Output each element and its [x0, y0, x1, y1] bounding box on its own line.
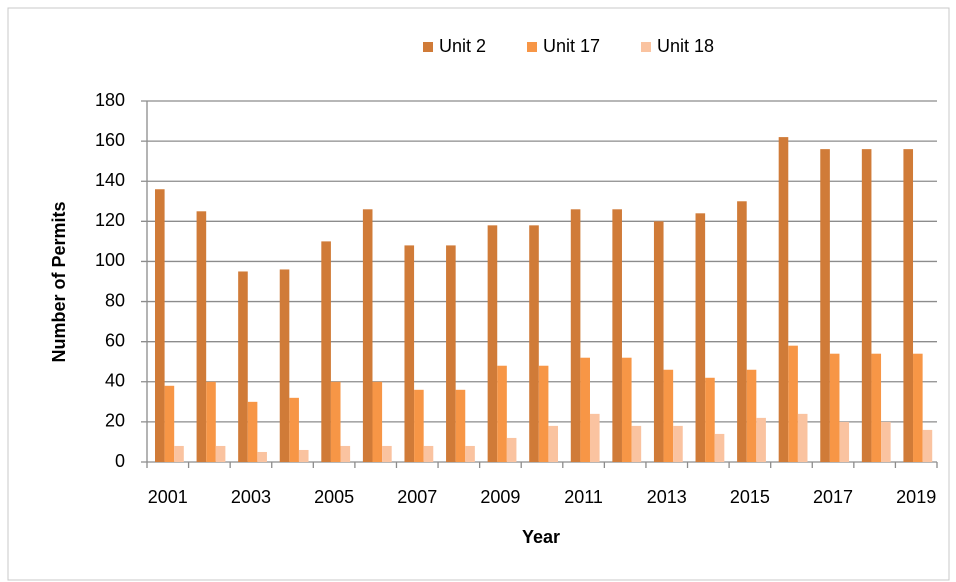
bar: [737, 201, 747, 462]
x-tick-label: 2001: [148, 487, 188, 507]
y-tick-label: 160: [95, 130, 125, 150]
x-tick-label: 2009: [480, 487, 520, 507]
bar: [215, 445, 226, 462]
legend-swatch: [641, 42, 651, 52]
x-tick-label: 2019: [896, 487, 936, 507]
bar: [548, 425, 559, 462]
bar: [746, 369, 757, 462]
bar: [497, 365, 507, 462]
y-tick-label: 120: [95, 210, 125, 230]
bar: [663, 369, 674, 462]
bar: [820, 149, 830, 462]
bar: [797, 413, 808, 462]
bar: [487, 225, 498, 462]
bar: [196, 211, 207, 462]
bar: [529, 225, 539, 462]
bar: [788, 345, 798, 462]
legend-swatch: [423, 42, 433, 52]
bar: [465, 445, 475, 462]
bar: [589, 413, 600, 462]
y-tick-label: 0: [115, 451, 125, 471]
bar: [446, 245, 456, 462]
y-tick-label: 20: [105, 411, 125, 431]
bar: [362, 209, 373, 462]
bar: [279, 269, 290, 462]
legend-label: Unit 18: [657, 36, 714, 56]
bar: [330, 381, 341, 462]
bar: [621, 357, 632, 462]
chart-frame: [7, 7, 950, 581]
bar: [705, 377, 715, 462]
bar: [829, 353, 840, 462]
legend-label: Unit 17: [543, 36, 600, 56]
bar: [871, 353, 882, 462]
bar: [247, 401, 258, 462]
bar: [382, 445, 392, 462]
bar: [922, 429, 933, 462]
x-axis-title: Year: [522, 527, 560, 547]
bar: [340, 445, 351, 462]
bar: [414, 389, 424, 462]
bar: [714, 433, 725, 462]
bar: [881, 421, 891, 462]
legend-label: Unit 2: [439, 36, 486, 56]
bar: [538, 365, 549, 462]
x-tick-label: 2003: [231, 487, 271, 507]
bar: [164, 385, 175, 462]
x-tick-label: 2013: [647, 487, 687, 507]
legend-swatch: [527, 42, 537, 52]
bar: [903, 149, 914, 462]
bar: [506, 437, 517, 462]
bar: [695, 213, 706, 462]
bar: [580, 357, 590, 462]
bar: [298, 449, 309, 462]
bar: [372, 381, 383, 462]
bar: [673, 425, 683, 462]
y-tick-label: 100: [95, 250, 125, 270]
y-tick-label: 80: [105, 290, 125, 310]
bar: [455, 389, 466, 462]
bar: [653, 221, 664, 462]
y-axis-title: Number of Permits: [49, 201, 69, 362]
bar: [206, 381, 216, 462]
y-tick-label: 40: [105, 371, 125, 391]
bar: [778, 137, 789, 462]
bar: [174, 445, 184, 462]
bar: [861, 149, 872, 462]
x-tick-label: 2017: [813, 487, 853, 507]
x-tick-label: 2011: [564, 487, 603, 507]
x-tick-label: 2015: [730, 487, 770, 507]
bar: [404, 245, 415, 462]
y-tick-label: 140: [95, 170, 125, 190]
y-tick-label: 60: [105, 330, 125, 350]
bar: [321, 241, 331, 462]
bar: [756, 417, 766, 462]
x-tick-label: 2007: [397, 487, 437, 507]
bar: [238, 271, 248, 462]
bar: [155, 189, 165, 462]
bar: [423, 445, 434, 462]
bar: [631, 425, 642, 462]
bar: [289, 397, 299, 462]
bar: [839, 421, 850, 462]
bar: [570, 209, 581, 462]
bar: [612, 209, 622, 462]
bar: [257, 451, 267, 462]
y-tick-label: 180: [95, 90, 125, 110]
bar: [913, 353, 923, 462]
x-tick-label: 2005: [314, 487, 354, 507]
